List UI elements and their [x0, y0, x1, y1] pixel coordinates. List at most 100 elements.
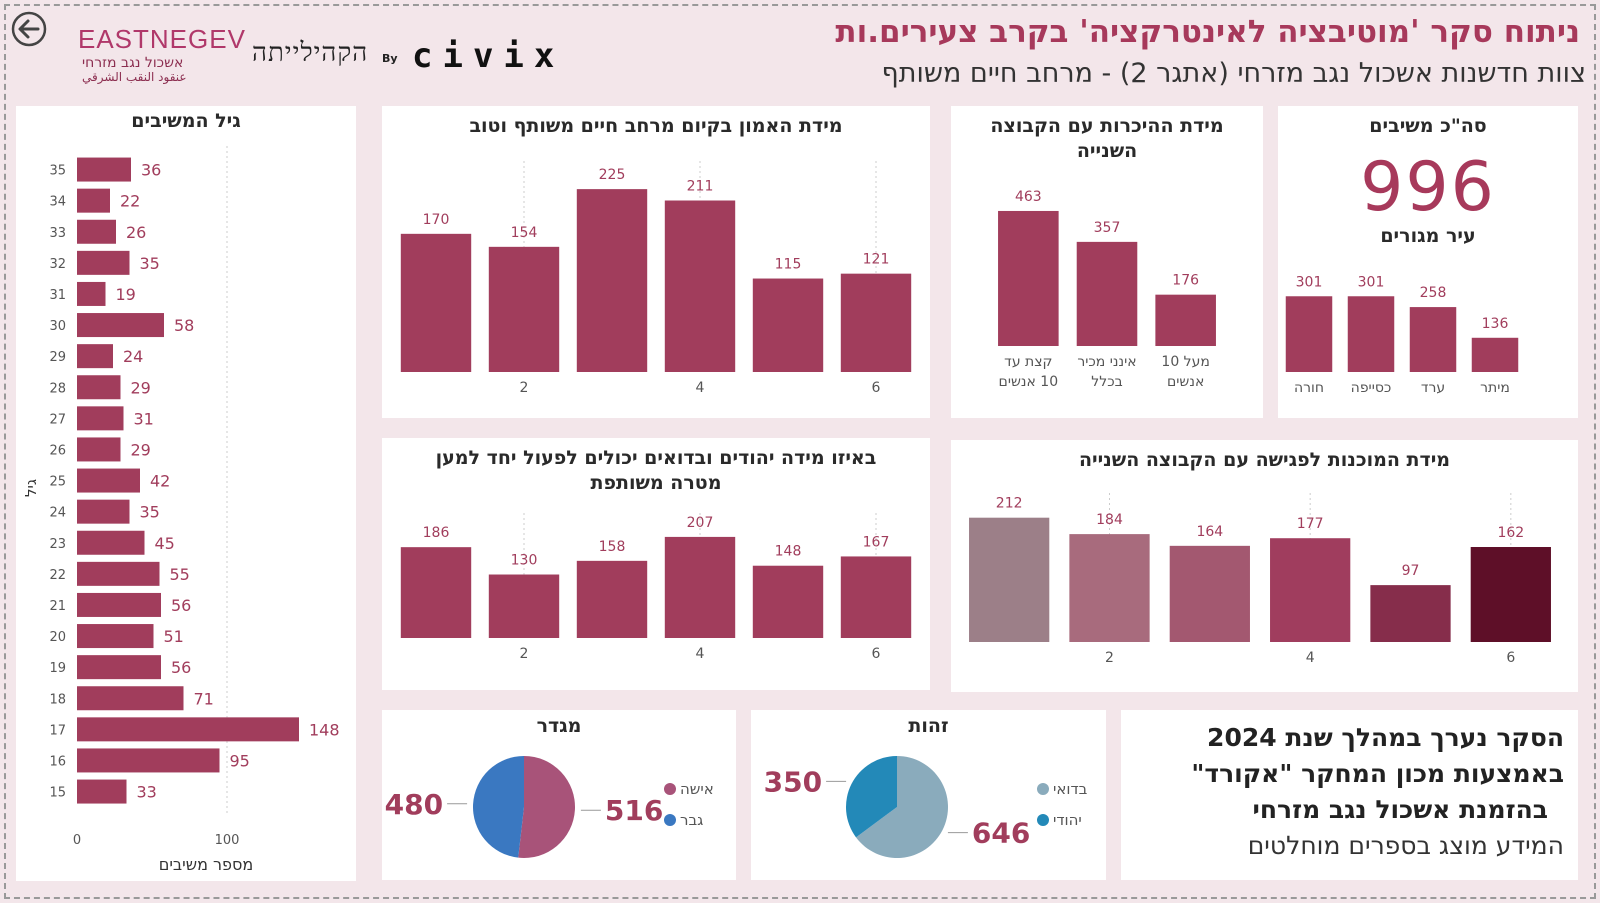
data-label: 130	[511, 553, 538, 569]
by-label: By	[382, 52, 398, 65]
acquaintance-chart: 463 קצת עד 10 אנשים 357 אינני מכיר בכלל 176 מעל…	[998, 189, 1216, 390]
bar[interactable]	[77, 375, 121, 400]
bar[interactable]	[1069, 534, 1150, 642]
east-negev-logo-arabic: عنقود النقب الشرقي	[82, 70, 187, 84]
readiness-chart: 212 184 2 164 177 4 97 162 6	[969, 493, 1551, 666]
back-arrow-icon[interactable]	[10, 10, 48, 48]
bar[interactable]	[77, 561, 160, 586]
bar[interactable]	[77, 624, 154, 649]
bar[interactable]	[77, 748, 220, 773]
legend-label: אישה	[680, 780, 714, 798]
bar[interactable]	[77, 437, 121, 462]
bar[interactable]	[998, 210, 1059, 346]
tick-label: 22	[49, 568, 66, 583]
bar[interactable]	[77, 499, 130, 524]
bar[interactable]	[77, 406, 124, 431]
data-label: 35	[140, 254, 160, 273]
bar[interactable]	[752, 278, 824, 372]
category-label: 10 אנשים	[999, 374, 1059, 390]
data-label: 186	[423, 525, 450, 541]
bar[interactable]	[400, 233, 472, 372]
bar[interactable]	[77, 188, 110, 213]
pie-slice[interactable]	[856, 756, 948, 858]
bar[interactable]	[77, 157, 131, 182]
bar[interactable]	[77, 219, 116, 244]
info-line-4: המידע מוצג בספרים מוחלטים	[1247, 831, 1564, 860]
pie-slice[interactable]	[473, 756, 524, 858]
bar[interactable]	[77, 530, 145, 555]
category-label: חורה	[1294, 380, 1324, 396]
bar[interactable]	[576, 189, 648, 372]
bar[interactable]	[1270, 538, 1351, 642]
tick-label: 18	[49, 692, 66, 707]
trust-chart: 170 154 2 225 211 4 115 121 6	[400, 161, 912, 396]
page-title: ניתוח סקר 'מוטיבציה לאינטרקציה' בקרב צעי…	[835, 14, 1580, 50]
bar[interactable]	[488, 574, 560, 638]
tick-label: 32	[49, 257, 66, 272]
bar[interactable]	[1370, 585, 1451, 642]
hub-logo: הקהילייתה	[252, 38, 369, 68]
bar[interactable]	[400, 547, 472, 638]
bar[interactable]	[1347, 296, 1395, 372]
bar[interactable]	[77, 281, 106, 306]
bar[interactable]	[1169, 545, 1250, 642]
data-label: 136	[1482, 316, 1509, 332]
bar[interactable]	[840, 273, 912, 372]
bar[interactable]	[1285, 296, 1333, 372]
bar[interactable]	[1470, 547, 1551, 642]
data-label: 58	[174, 316, 194, 335]
data-label: 301	[1358, 274, 1385, 290]
legend-label: גבר	[680, 811, 703, 829]
bar[interactable]	[77, 686, 184, 711]
readiness-panel: מידת המוכנות לפגישה עם הקבוצה השנייה 212…	[951, 440, 1578, 692]
bar[interactable]	[840, 556, 912, 638]
east-negev-logo: EASTNEGEV	[78, 24, 246, 54]
total-panel: סה"כ משיבים 996 עיר מגורים 301 חורה 301 כסי…	[1278, 106, 1578, 418]
bar[interactable]	[77, 655, 161, 680]
tick-label: 20	[49, 630, 66, 645]
cooperation-chart: 186 130 2 158 207 4 148 167 6	[400, 513, 912, 662]
bar[interactable]	[576, 560, 648, 638]
pie-slice[interactable]	[846, 756, 897, 838]
category-label: אנשים	[1167, 374, 1204, 390]
bar[interactable]	[77, 779, 127, 804]
info-line-3: בהזמנת אשכול נגב מזרחי	[1252, 795, 1549, 824]
bar[interactable]	[1471, 337, 1519, 372]
age-chart-title: גיל המשיבים	[131, 110, 241, 132]
bar[interactable]	[664, 200, 736, 372]
data-label: 148	[775, 544, 802, 560]
data-label: 212	[996, 496, 1023, 512]
tick-label: 25	[49, 475, 66, 490]
bar[interactable]	[77, 592, 161, 617]
bar[interactable]	[969, 517, 1050, 642]
bar[interactable]	[1155, 294, 1216, 346]
trust-chart-title: מידת האמון בקיום מרחב חיים משותף וטוב	[469, 115, 843, 137]
bar[interactable]	[1409, 307, 1457, 372]
city-chart: 301 חורה 301 כסייפה 258 ערד 136 מיתר	[1285, 274, 1519, 396]
total-respondents-value: 996	[1360, 148, 1496, 227]
data-label: 31	[134, 409, 154, 428]
pie-value-label: 480	[385, 788, 443, 821]
data-label: 56	[171, 596, 191, 615]
bar[interactable]	[77, 313, 164, 338]
tick-label: 16	[49, 754, 66, 769]
data-label: 95	[230, 751, 250, 770]
info-panel: הסקר נערך במהלך שנת 2024 באמצעות מכון המ…	[1121, 710, 1578, 880]
tick-label: 19	[49, 661, 66, 676]
x-axis-label: מספר משיבים	[159, 855, 254, 874]
data-label: 211	[687, 179, 714, 195]
bar[interactable]	[77, 344, 113, 369]
tick-label: 24	[49, 506, 66, 521]
bar[interactable]	[77, 717, 299, 742]
pie-slice[interactable]	[518, 756, 576, 858]
bar[interactable]	[77, 468, 140, 493]
tick-label: 4	[696, 646, 705, 662]
cooperation-chart-title: באיזו מידה יהודים ובדואים יכולים לפעול י…	[435, 447, 877, 494]
bar[interactable]	[752, 565, 824, 638]
bar[interactable]	[664, 536, 736, 638]
bar[interactable]	[488, 246, 560, 372]
bar[interactable]	[1076, 241, 1138, 346]
bar[interactable]	[77, 250, 130, 275]
data-label: 33	[137, 783, 157, 802]
tick-label: 15	[49, 786, 66, 801]
